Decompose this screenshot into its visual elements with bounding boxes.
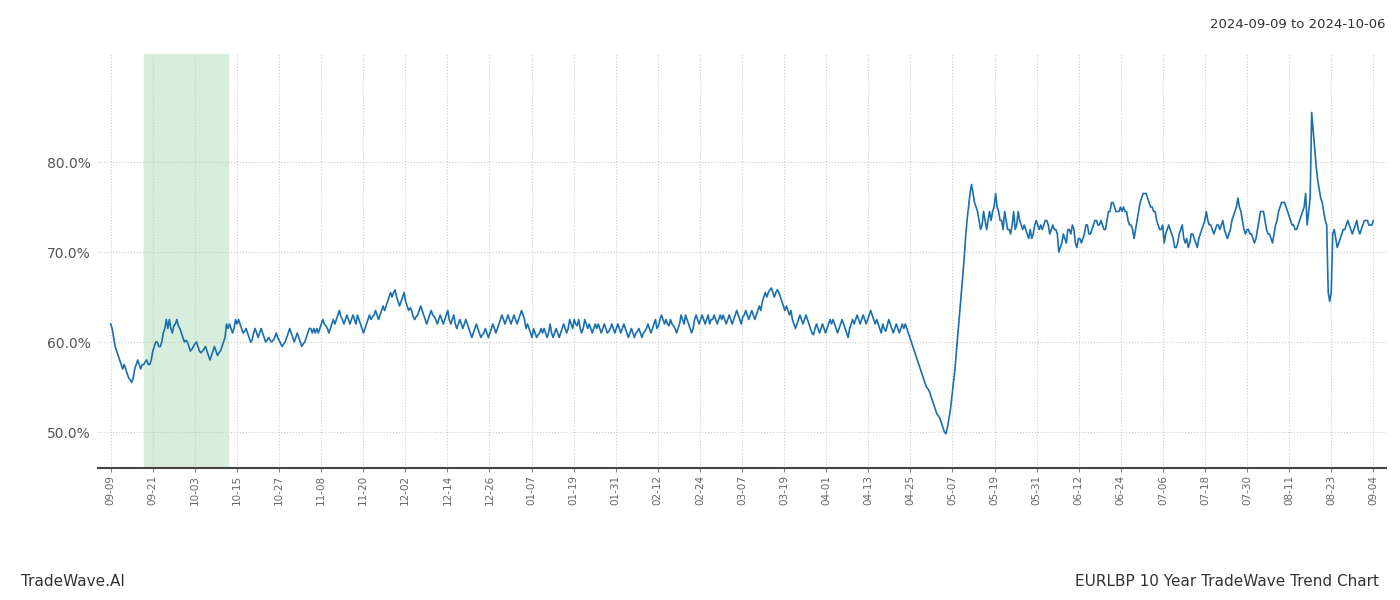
Text: EURLBP 10 Year TradeWave Trend Chart: EURLBP 10 Year TradeWave Trend Chart bbox=[1075, 574, 1379, 589]
Text: TradeWave.AI: TradeWave.AI bbox=[21, 574, 125, 589]
Text: 2024-09-09 to 2024-10-06: 2024-09-09 to 2024-10-06 bbox=[1211, 18, 1386, 31]
Bar bbox=[144, 54, 228, 468]
